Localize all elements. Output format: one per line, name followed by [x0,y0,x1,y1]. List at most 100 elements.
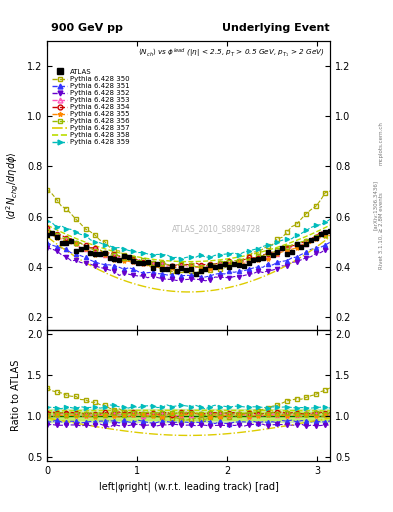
Pythia 6.428 354 [198,262,203,268]
Pythia 6.428 356 [208,262,213,268]
Text: [arXiv:1306.3436]: [arXiv:1306.3436] [373,180,378,230]
Pythia 6.428 353 [64,237,69,243]
Pythia 6.428 352 [45,245,50,251]
ATLAS [136,260,141,266]
Pythia 6.428 354 [102,250,107,257]
Pythia 6.428 352 [217,274,222,281]
ATLAS [141,260,145,266]
Pythia 6.428 350 [64,205,69,211]
Pythia 6.428 355 [256,257,261,263]
Pythia 6.428 354 [294,242,299,248]
Bar [47,409,330,422]
Pythia 6.428 352 [169,276,174,283]
Pythia 6.428 359 [121,246,126,252]
Text: Rivet 3.1.10, ≥ 2.8M events: Rivet 3.1.10, ≥ 2.8M events [379,192,384,269]
Pythia 6.428 356 [285,244,289,250]
Pythia 6.428 355 [150,264,155,270]
Pythia 6.428 359 [189,253,193,260]
Pythia 6.428 355 [208,266,213,272]
Pythia 6.428 359 [227,251,232,257]
Pythia 6.428 353 [141,260,145,266]
Pythia 6.428 351 [93,259,97,265]
Pythia 6.428 350 [246,253,251,260]
Pythia 6.428 352 [256,268,261,274]
Pythia 6.428 355 [64,240,69,246]
Pythia 6.428 351 [285,258,289,264]
Pythia 6.428 351 [208,273,213,279]
Pythia 6.428 354 [121,254,126,261]
Pythia 6.428 358 [117,250,121,256]
Pythia 6.428 357 [227,284,232,290]
Pythia 6.428 354 [246,254,251,261]
Line: Pythia 6.428 354: Pythia 6.428 354 [45,226,327,268]
Pythia 6.428 351 [150,269,155,275]
Pythia 6.428 359 [246,248,251,254]
Pythia 6.428 357 [141,283,145,289]
Pythia 6.428 351 [313,245,318,251]
Pythia 6.428 353 [275,251,280,257]
Pythia 6.428 352 [73,258,78,264]
Pythia 6.428 355 [121,258,126,264]
Pythia 6.428 351 [294,254,299,260]
Pythia 6.428 352 [285,263,289,269]
Pythia 6.428 350 [169,268,174,274]
Pythia 6.428 350 [265,243,270,249]
Pythia 6.428 350 [83,226,88,232]
Pythia 6.428 353 [150,261,155,267]
Pythia 6.428 352 [237,274,241,280]
Pythia 6.428 351 [45,240,50,246]
Pythia 6.428 356 [189,262,193,268]
Bar [47,412,330,420]
ATLAS [328,228,332,234]
Pythia 6.428 354 [265,250,270,257]
Pythia 6.428 356 [304,238,309,244]
Pythia 6.428 359 [83,232,88,238]
Pythia 6.428 356 [83,244,88,250]
Pythia 6.428 350 [121,252,126,258]
Pythia 6.428 355 [160,264,165,270]
Pythia 6.428 352 [275,266,280,272]
Line: Pythia 6.428 359: Pythia 6.428 359 [45,219,327,261]
Pythia 6.428 350 [237,258,241,264]
Pythia 6.428 357 [45,233,50,240]
Pythia 6.428 356 [54,232,59,238]
Pythia 6.428 351 [179,273,184,279]
Pythia 6.428 350 [54,197,59,203]
Pythia 6.428 354 [112,250,117,257]
ATLAS [193,270,198,276]
Pythia 6.428 350 [275,236,280,242]
Pythia 6.428 359 [93,239,97,245]
Pythia 6.428 355 [237,259,241,265]
Pythia 6.428 356 [160,260,165,266]
Pythia 6.428 359 [198,252,203,258]
Pythia 6.428 352 [313,250,318,257]
Pythia 6.428 355 [169,265,174,271]
Pythia 6.428 359 [112,245,117,251]
Pythia 6.428 354 [179,262,184,268]
Pythia 6.428 351 [304,249,309,255]
Pythia 6.428 351 [217,270,222,276]
Pythia 6.428 350 [150,262,155,268]
Pythia 6.428 354 [227,258,232,264]
Pythia 6.428 359 [294,232,299,238]
Pythia 6.428 354 [93,245,97,251]
Pythia 6.428 353 [102,251,107,258]
Pythia 6.428 356 [141,258,145,264]
Pythia 6.428 359 [304,227,309,233]
Pythia 6.428 359 [131,248,136,254]
Pythia 6.428 356 [275,247,280,253]
Pythia 6.428 359 [141,249,145,255]
Pythia 6.428 354 [73,240,78,246]
Pythia 6.428 351 [160,271,165,277]
Pythia 6.428 359 [265,242,270,248]
Pythia 6.428 352 [227,275,232,281]
Pythia 6.428 352 [246,271,251,278]
Pythia 6.428 356 [246,258,251,264]
Legend: ATLAS, Pythia 6.428 350, Pythia 6.428 351, Pythia 6.428 352, Pythia 6.428 353, P: ATLAS, Pythia 6.428 350, Pythia 6.428 35… [51,68,131,147]
X-axis label: left|φright| (w.r.t. leading track) [rad]: left|φright| (w.r.t. leading track) [rad… [99,481,279,492]
Pythia 6.428 353 [217,260,222,266]
Pythia 6.428 355 [83,246,88,252]
Pythia 6.428 353 [208,264,213,270]
Pythia 6.428 353 [227,261,232,267]
Pythia 6.428 353 [121,255,126,262]
